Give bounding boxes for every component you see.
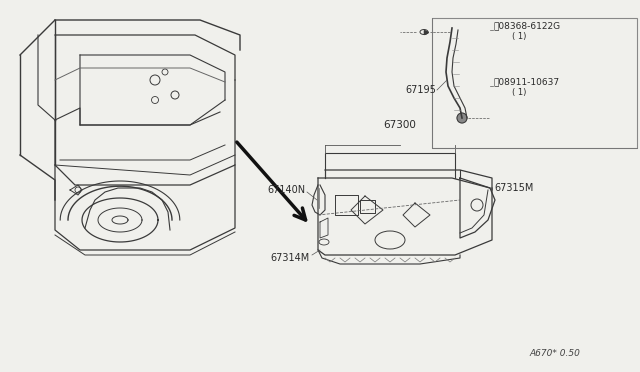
Text: 67315M: 67315M [494, 183, 533, 193]
Text: A670* 0.50: A670* 0.50 [529, 349, 580, 358]
Text: 67300: 67300 [383, 120, 417, 130]
Circle shape [457, 113, 467, 123]
Text: ( 1): ( 1) [512, 89, 526, 97]
Bar [432, 18, 637, 148]
Text: ( 1): ( 1) [512, 32, 526, 41]
Text: 67314M: 67314M [271, 253, 310, 263]
Text: Ⓢ08368-6122G: Ⓢ08368-6122G [494, 22, 561, 31]
Text: Ⓡ08911-10637: Ⓡ08911-10637 [494, 77, 560, 87]
Text: 67195: 67195 [405, 85, 436, 95]
Text: 67140N: 67140N [267, 185, 305, 195]
